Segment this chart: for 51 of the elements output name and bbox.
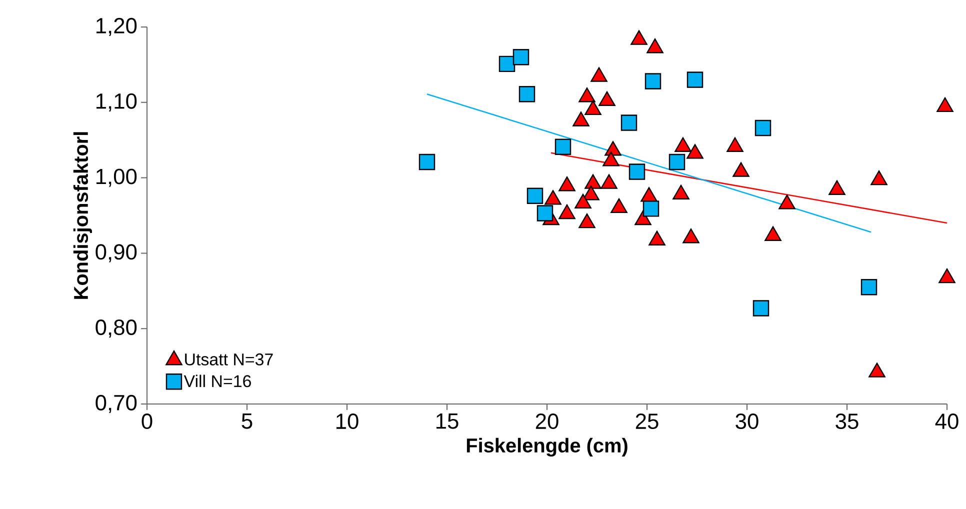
y-tick-label: 1,10 [96,93,137,112]
x-axis-title: Fiskelengde (cm) [466,438,628,457]
point [726,137,744,152]
legend-label: Vill N=16 [184,374,251,388]
point [764,226,782,241]
point [778,194,796,210]
point [610,198,628,214]
point [630,30,648,45]
point [600,174,618,189]
point [648,230,666,246]
point [870,170,888,186]
y-tick-label: 1,20 [96,18,137,36]
y-axis-title: Kondisjonsfaktorl [73,132,92,299]
point [590,67,608,82]
point [674,137,692,152]
point [558,204,576,220]
point [558,176,576,192]
y-tick-label: 0,80 [96,320,137,338]
y-tick-label: 0,90 [96,244,137,262]
point [544,190,562,205]
point [578,88,596,102]
point [938,268,956,284]
point [584,100,602,116]
x-tick-label: 25 [636,414,658,430]
point [604,141,622,156]
x-tick-label: 15 [436,414,458,429]
x-tick-label: 0 [142,414,152,430]
x-tick-label: 40 [935,414,958,430]
y-tick-label: 1,00 [96,168,137,187]
x-tick-label: 5 [242,414,252,429]
x-tick-label: 30 [736,414,758,430]
point [828,180,846,195]
point [646,38,664,54]
point [732,162,750,177]
point [572,112,590,126]
point [584,174,602,189]
legend-label: Utsatt N=37 [185,353,273,366]
point [578,213,596,228]
point [682,228,700,244]
x-tick-label: 10 [336,414,358,430]
x-tick-label: 20 [536,414,558,430]
point [868,362,886,378]
y-tick-label: 0,70 [96,394,137,414]
point [936,97,954,112]
point [582,186,600,200]
point [574,194,592,209]
x-tick-label: 35 [836,414,858,430]
point [672,184,690,200]
point [602,152,620,166]
point [686,144,704,159]
point [598,91,616,106]
